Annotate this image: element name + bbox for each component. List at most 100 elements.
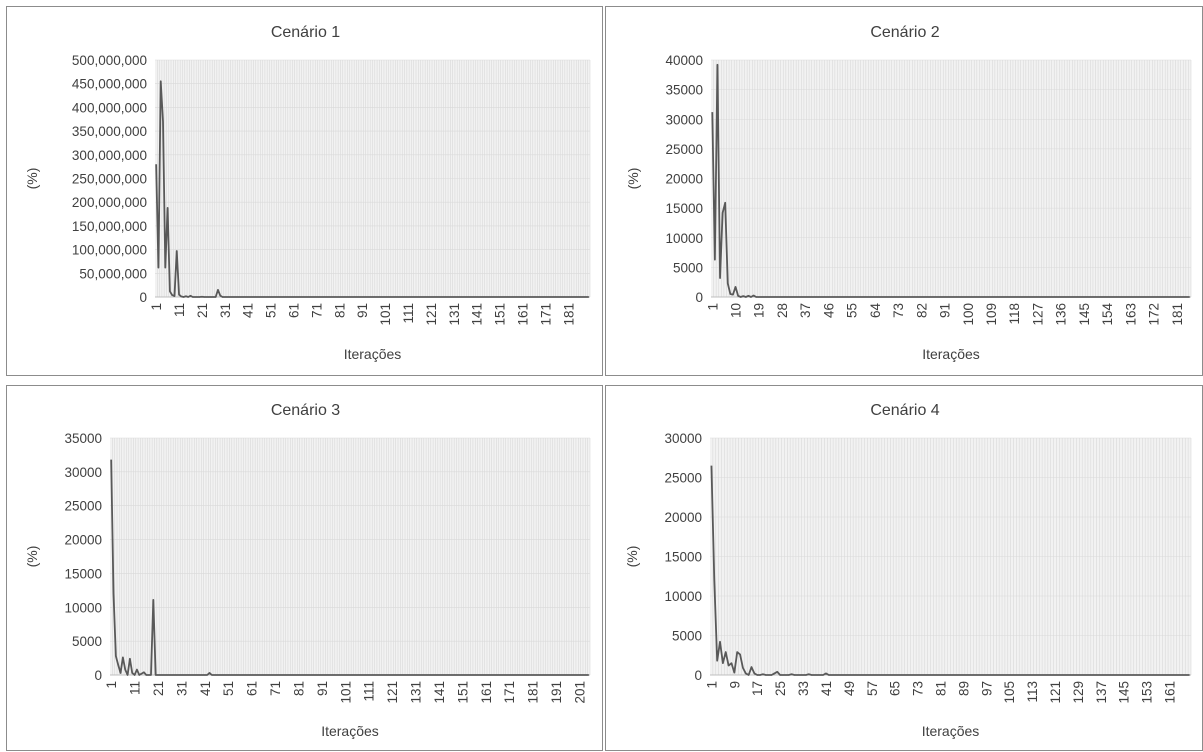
x-tick-label: 31 xyxy=(218,303,233,318)
x-tick-label: 151 xyxy=(455,681,470,704)
x-tick-label: 172 xyxy=(1147,303,1162,326)
x-tick-label: 1 xyxy=(104,681,119,689)
x-tick-label: 129 xyxy=(1071,681,1086,704)
x-axis-label: Iterações xyxy=(922,346,980,362)
x-tick-label: 33 xyxy=(796,681,811,696)
y-tick-label: 5000 xyxy=(672,629,702,644)
x-tick-label: 191 xyxy=(549,681,564,704)
x-tick-label: 21 xyxy=(195,303,210,318)
gridlines xyxy=(112,438,591,675)
x-tick-label: 91 xyxy=(938,303,953,318)
x-tick-label: 127 xyxy=(1030,303,1045,326)
x-tick-label: 137 xyxy=(1094,681,1109,704)
y-tick-label: 35000 xyxy=(665,83,703,98)
x-tick-label: 154 xyxy=(1100,303,1115,326)
x-tick-label: 1 xyxy=(704,681,719,689)
x-tick-label: 181 xyxy=(561,303,576,326)
x-tick-label: 151 xyxy=(493,303,508,326)
y-tick-label: 25000 xyxy=(64,499,102,514)
chart-svg-2: Cenário 2 0 5000 10000 15000 20000 25000 30000 3… xyxy=(625,24,1192,362)
x-tick-label: 31 xyxy=(174,681,189,696)
x-tick-label: 131 xyxy=(409,681,424,704)
x-tick-label: 89 xyxy=(956,681,971,696)
chart-panel-3: Cenário 3 0 5000 10000 15000 20000 25000 30000 3… xyxy=(6,385,603,751)
x-tick-label: 171 xyxy=(502,681,517,704)
x-tick-label: 163 xyxy=(1123,303,1138,326)
x-tick-label: 201 xyxy=(572,681,587,704)
x-tick-label: 101 xyxy=(338,681,353,704)
x-tick-label: 9 xyxy=(727,681,742,689)
x-tick-label: 97 xyxy=(979,681,994,696)
chart-svg-4: Cenário 4 0 5000 10000 15000 20000 25000 30000 1… xyxy=(624,402,1192,739)
x-tick-label: 105 xyxy=(1002,681,1017,704)
y-tick-label: 0 xyxy=(695,290,703,305)
y-tick-label: 0 xyxy=(694,668,702,683)
x-tick-label: 161 xyxy=(479,681,494,704)
y-tick-label: 0 xyxy=(94,668,102,683)
x-tick-label: 61 xyxy=(245,681,260,696)
x-tick-label: 51 xyxy=(221,681,236,696)
x-tick-label: 1 xyxy=(705,303,720,311)
x-tick-label: 73 xyxy=(911,681,926,696)
x-tick-label: 111 xyxy=(362,681,377,702)
x-tick-label: 25 xyxy=(773,681,788,696)
y-tick-label: 35000 xyxy=(64,431,102,446)
chart-panel-1: Cenário 1 0 50,000,000 100,000,000 150,000,0… xyxy=(6,6,603,376)
chart-title: Cenário 3 xyxy=(271,402,340,419)
x-tick-label: 11 xyxy=(128,681,143,695)
x-axis-label: Iterações xyxy=(321,723,379,739)
x-tick-label: 73 xyxy=(891,303,906,318)
y-axis-label: (%) xyxy=(625,168,641,190)
x-tick-label: 51 xyxy=(264,303,279,318)
x-tick-label: 91 xyxy=(315,681,330,696)
y-tick-label: 100,000,000 xyxy=(72,243,147,258)
x-tick-label: 71 xyxy=(309,303,324,318)
y-axis-label: (%) xyxy=(24,168,40,190)
x-tick-label: 17 xyxy=(750,681,765,696)
x-tick-label: 82 xyxy=(914,303,929,318)
y-tick-label: 15000 xyxy=(664,550,702,565)
chart-title: Cenário 1 xyxy=(271,24,340,41)
x-tick-label: 141 xyxy=(470,303,485,326)
series-line-1 xyxy=(711,63,1190,298)
y-tick-label: 30000 xyxy=(664,431,702,446)
x-tick-label: 111 xyxy=(401,303,416,324)
x-tick-label: 131 xyxy=(447,303,462,326)
y-tick-label: 300,000,000 xyxy=(72,148,147,163)
y-tick-label: 25000 xyxy=(665,142,703,157)
y-tick-label: 200,000,000 xyxy=(72,195,147,210)
y-tick-label: 5000 xyxy=(72,634,102,649)
y-axis-label: (%) xyxy=(624,546,640,568)
x-tick-label: 145 xyxy=(1117,681,1132,704)
x-tick-label: 181 xyxy=(1170,303,1185,326)
x-tick-label: 109 xyxy=(984,303,999,326)
x-tick-label: 121 xyxy=(385,681,400,704)
x-tick-label: 65 xyxy=(888,681,903,696)
series-line-1 xyxy=(110,459,589,676)
y-tick-label: 5000 xyxy=(673,260,703,275)
y-tick-label: 20000 xyxy=(665,172,703,187)
y-tick-label: 10000 xyxy=(64,600,102,615)
chart-svg-1: Cenário 1 0 50,000,000 100,000,000 150,000,0… xyxy=(24,24,591,362)
x-tick-label: 28 xyxy=(775,303,790,318)
y-tick-label: 20000 xyxy=(664,510,702,525)
y-tick-label: 350,000,000 xyxy=(72,124,147,139)
x-axis-label: Iterações xyxy=(922,723,980,739)
y-axis-label: (%) xyxy=(24,546,40,568)
x-tick-label: 10 xyxy=(729,303,744,318)
x-tick-label: 49 xyxy=(842,681,857,696)
y-tick-label: 150,000,000 xyxy=(72,219,147,234)
x-tick-label: 121 xyxy=(1048,681,1063,704)
x-tick-label: 11 xyxy=(172,303,187,317)
y-tick-label: 15000 xyxy=(665,201,703,216)
y-tick-label: 50,000,000 xyxy=(79,266,147,281)
y-tick-label: 250,000,000 xyxy=(72,172,147,187)
y-tick-label: 0 xyxy=(139,290,147,305)
y-tick-label: 30000 xyxy=(665,112,703,127)
x-tick-label: 19 xyxy=(752,303,767,318)
x-tick-label: 121 xyxy=(424,303,439,326)
x-axis-label: Iterações xyxy=(344,346,402,362)
x-tick-label: 61 xyxy=(287,303,302,318)
y-tick-label: 30000 xyxy=(64,465,102,480)
x-tick-label: 1 xyxy=(149,303,164,311)
